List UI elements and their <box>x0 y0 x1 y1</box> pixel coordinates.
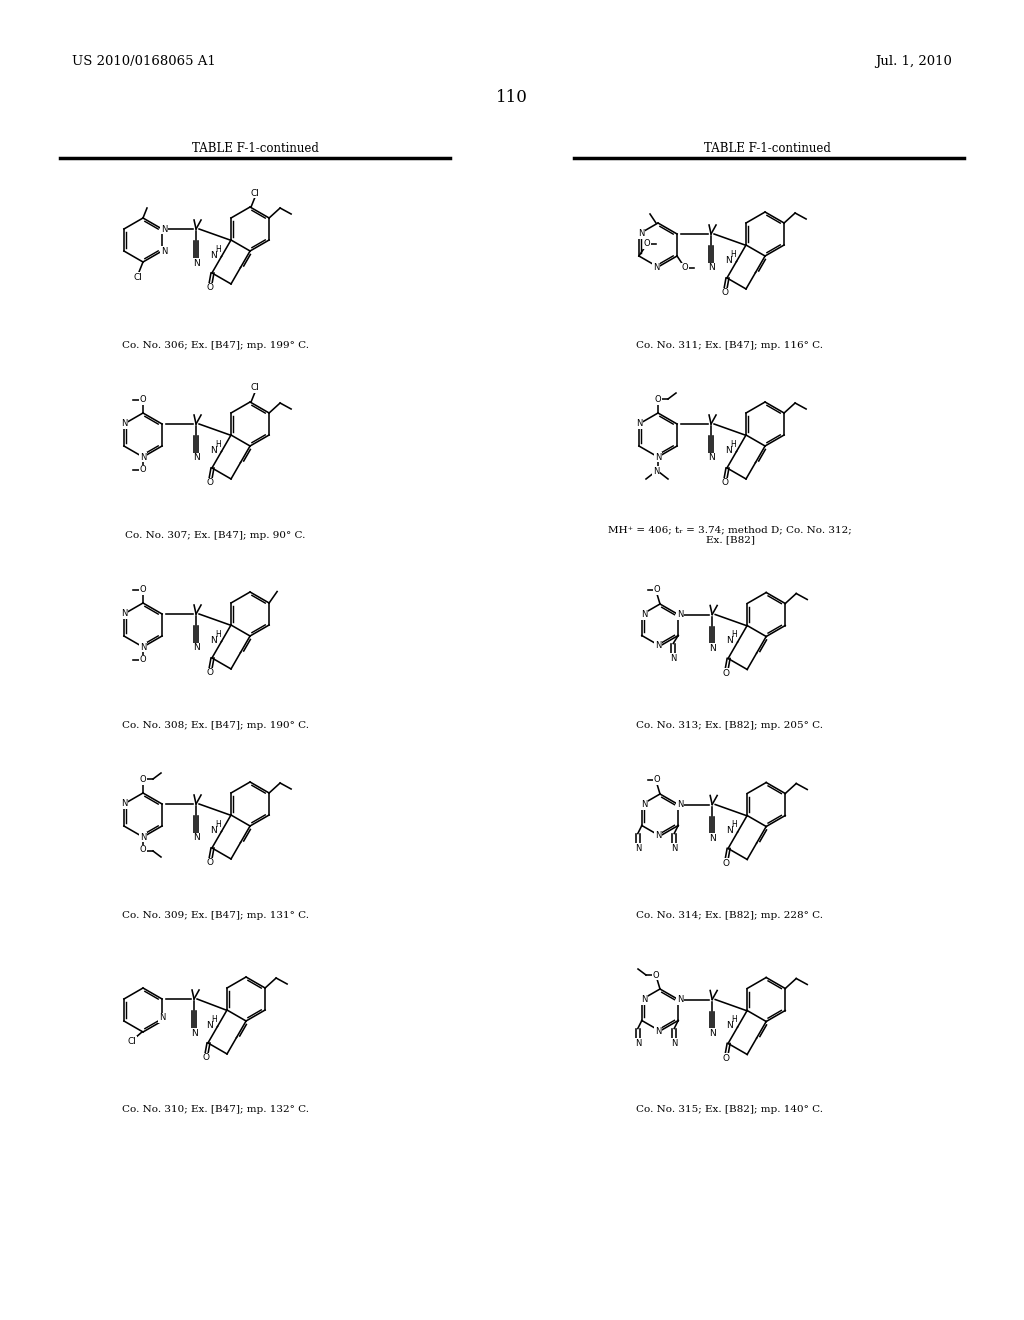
Text: H: H <box>216 246 221 253</box>
Text: N: N <box>210 636 217 645</box>
Text: N: N <box>210 826 217 836</box>
Text: H: H <box>216 440 221 449</box>
Text: H: H <box>212 1015 217 1024</box>
Text: N: N <box>210 251 217 260</box>
Text: O: O <box>723 1053 730 1063</box>
Text: N: N <box>121 800 127 808</box>
Text: O: O <box>139 846 146 854</box>
Text: O: O <box>207 858 213 867</box>
Text: O: O <box>723 669 730 678</box>
Text: N: N <box>641 995 647 1005</box>
Text: Co. No. 306; Ex. [B47]; mp. 199° C.: Co. No. 306; Ex. [B47]; mp. 199° C. <box>122 341 308 350</box>
Text: H: H <box>730 440 736 449</box>
Text: O: O <box>654 396 662 404</box>
Text: H: H <box>732 1015 737 1024</box>
Text: Cl: Cl <box>251 189 259 198</box>
Text: H: H <box>732 631 737 639</box>
Text: O: O <box>203 1053 210 1063</box>
Text: H: H <box>732 821 737 829</box>
Text: TABLE F-1-continued: TABLE F-1-continued <box>703 141 830 154</box>
Text: N: N <box>140 833 146 842</box>
Text: N: N <box>709 834 716 843</box>
Text: N: N <box>725 256 732 265</box>
Text: N: N <box>654 453 662 462</box>
Text: N: N <box>677 610 683 619</box>
Text: Co. No. 309; Ex. [B47]; mp. 131° C.: Co. No. 309; Ex. [B47]; mp. 131° C. <box>122 911 308 920</box>
Text: N: N <box>671 843 677 853</box>
Text: N: N <box>193 259 200 268</box>
Text: N: N <box>709 1030 716 1038</box>
Text: N: N <box>653 466 659 475</box>
Text: N: N <box>725 446 732 455</box>
Text: N: N <box>638 230 644 239</box>
Text: N: N <box>677 800 683 809</box>
Text: Cl: Cl <box>128 1036 136 1045</box>
Text: N: N <box>121 610 127 619</box>
Text: US 2010/0168065 A1: US 2010/0168065 A1 <box>72 55 216 69</box>
Text: O: O <box>644 239 650 248</box>
Text: Co. No. 313; Ex. [B82]; mp. 205° C.: Co. No. 313; Ex. [B82]; mp. 205° C. <box>637 721 823 730</box>
Text: N: N <box>161 224 167 234</box>
Text: Co. No. 310; Ex. [B47]; mp. 132° C.: Co. No. 310; Ex. [B47]; mp. 132° C. <box>122 1106 308 1114</box>
Text: MH⁺ = 406; tᵣ = 3.74; method D; Co. No. 312;
Ex. [B82]: MH⁺ = 406; tᵣ = 3.74; method D; Co. No. … <box>608 525 852 545</box>
Text: N: N <box>726 826 733 836</box>
Text: Cl: Cl <box>133 272 142 281</box>
Text: H: H <box>216 630 221 639</box>
Text: N: N <box>641 800 647 809</box>
Text: N: N <box>140 643 146 652</box>
Text: N: N <box>140 453 146 462</box>
Text: N: N <box>641 610 647 619</box>
Text: N: N <box>726 636 733 645</box>
Text: Co. No. 311; Ex. [B47]; mp. 116° C.: Co. No. 311; Ex. [B47]; mp. 116° C. <box>637 341 823 350</box>
Text: N: N <box>206 1020 213 1030</box>
Text: N: N <box>654 1027 662 1035</box>
Text: O: O <box>139 466 146 474</box>
Text: N: N <box>636 420 642 429</box>
Text: O: O <box>652 970 659 979</box>
Text: N: N <box>671 1039 677 1048</box>
Text: 110: 110 <box>496 88 528 106</box>
Text: N: N <box>121 420 127 429</box>
Text: N: N <box>190 1028 198 1038</box>
Text: Jul. 1, 2010: Jul. 1, 2010 <box>876 55 952 69</box>
Text: N: N <box>670 653 677 663</box>
Text: N: N <box>653 263 659 272</box>
Text: O: O <box>207 478 213 487</box>
Text: N: N <box>654 832 662 841</box>
Text: O: O <box>653 776 660 784</box>
Text: O: O <box>722 478 728 487</box>
Text: N: N <box>709 644 716 653</box>
Text: O: O <box>139 586 146 594</box>
Text: N: N <box>161 247 167 256</box>
Text: Co. No. 315; Ex. [B82]; mp. 140° C.: Co. No. 315; Ex. [B82]; mp. 140° C. <box>637 1106 823 1114</box>
Text: O: O <box>653 586 660 594</box>
Text: N: N <box>193 833 200 842</box>
Text: O: O <box>139 656 146 664</box>
Text: O: O <box>207 668 213 677</box>
Text: TABLE F-1-continued: TABLE F-1-continued <box>191 141 318 154</box>
Text: Co. No. 308; Ex. [B47]; mp. 190° C.: Co. No. 308; Ex. [B47]; mp. 190° C. <box>122 721 308 730</box>
Text: Cl: Cl <box>251 384 259 392</box>
Text: N: N <box>677 995 683 1005</box>
Text: O: O <box>139 776 146 784</box>
Text: N: N <box>708 264 715 272</box>
Text: N: N <box>210 446 217 455</box>
Text: N: N <box>159 1014 165 1023</box>
Text: Co. No. 307; Ex. [B47]; mp. 90° C.: Co. No. 307; Ex. [B47]; mp. 90° C. <box>125 531 305 540</box>
Text: H: H <box>730 249 736 259</box>
Text: N: N <box>726 1022 733 1031</box>
Text: N: N <box>654 642 662 651</box>
Text: O: O <box>722 289 728 297</box>
Text: O: O <box>723 859 730 869</box>
Text: O: O <box>207 284 213 293</box>
Text: N: N <box>635 1039 641 1048</box>
Text: N: N <box>708 454 715 462</box>
Text: Co. No. 314; Ex. [B82]; mp. 228° C.: Co. No. 314; Ex. [B82]; mp. 228° C. <box>637 911 823 920</box>
Text: N: N <box>193 454 200 462</box>
Text: H: H <box>216 820 221 829</box>
Text: N: N <box>635 843 641 853</box>
Text: N: N <box>193 644 200 652</box>
Text: O: O <box>682 264 688 272</box>
Text: O: O <box>139 396 146 404</box>
